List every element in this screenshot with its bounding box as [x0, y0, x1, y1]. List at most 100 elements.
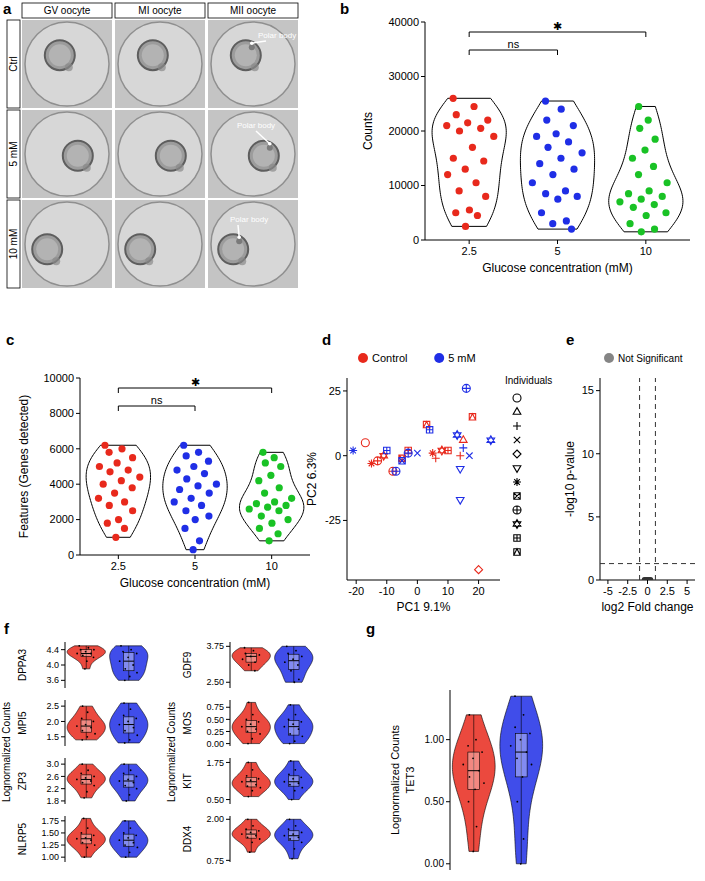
point [136, 474, 143, 481]
plot-area [232, 645, 313, 683]
y-axis-line [65, 816, 66, 862]
point [297, 664, 299, 666]
micrograph [208, 200, 298, 288]
violin-panel: 0.501.75KIT [182, 758, 313, 805]
y-axis-line [230, 642, 231, 688]
median [288, 835, 299, 836]
point [86, 791, 88, 793]
y-tick-label: 1.75 [41, 816, 59, 826]
point [124, 844, 126, 846]
point [289, 818, 291, 820]
column-header-box [22, 3, 112, 18]
point [288, 828, 290, 830]
box [246, 830, 257, 838]
point [516, 757, 518, 759]
point [301, 841, 303, 843]
point [194, 482, 201, 489]
threshold-line [600, 563, 695, 564]
point [255, 784, 257, 786]
oocyte [253, 145, 275, 167]
point [570, 166, 577, 173]
axis-title: Features (Genes detected) [17, 395, 31, 538]
point [483, 782, 485, 784]
point [635, 103, 642, 110]
y-tick [226, 743, 230, 744]
y-tick [61, 736, 65, 737]
point [392, 467, 400, 475]
significance-bracket [469, 32, 646, 37]
median [246, 726, 257, 727]
point [626, 220, 633, 227]
point [294, 848, 296, 850]
legend-marker [514, 437, 520, 443]
whisker [521, 696, 522, 864]
x-tick [469, 240, 470, 244]
point [450, 95, 457, 102]
y-tick [61, 776, 65, 777]
point [105, 449, 112, 456]
arrow [256, 131, 270, 144]
point [456, 452, 464, 460]
y-tick-label: 30000 [388, 70, 419, 82]
violin [232, 648, 270, 671]
point [514, 695, 516, 697]
y-axis-line [347, 378, 348, 580]
point [469, 414, 475, 420]
point [472, 850, 474, 852]
arrow [252, 41, 266, 43]
point [76, 838, 78, 840]
point [276, 484, 283, 491]
point [245, 653, 247, 655]
cumulus [52, 257, 60, 265]
point [650, 163, 657, 170]
plot-area [349, 384, 495, 573]
point [474, 788, 476, 790]
panel-letter: b [340, 0, 349, 17]
point [289, 733, 291, 735]
violin [110, 764, 148, 801]
point [129, 676, 131, 678]
y-tick [596, 390, 600, 391]
well [25, 22, 109, 106]
y-tick-label: 2.5 [46, 701, 59, 711]
point [81, 739, 83, 741]
point [274, 530, 281, 537]
point [462, 384, 470, 392]
violin [67, 706, 105, 740]
point [553, 130, 560, 137]
x-tick [356, 580, 357, 584]
point [478, 770, 480, 772]
violin [67, 764, 105, 798]
point [93, 656, 95, 658]
cumulus [251, 63, 259, 71]
point [636, 125, 643, 132]
significance-label: ns [151, 394, 163, 406]
point [127, 779, 129, 781]
point [124, 668, 126, 670]
point [426, 427, 432, 433]
point [95, 495, 102, 502]
point [533, 133, 540, 140]
y-tick [61, 800, 65, 801]
y-tick [226, 731, 230, 732]
point [514, 726, 516, 728]
cumulus [83, 164, 91, 172]
point [183, 475, 190, 482]
panel-letter: d [322, 331, 331, 348]
median [81, 653, 92, 654]
box [288, 721, 299, 736]
point [136, 672, 138, 674]
point [643, 212, 650, 219]
legend-label: Not Significant [618, 353, 683, 364]
point [523, 714, 525, 716]
box [81, 775, 92, 784]
oocyte [49, 44, 71, 66]
point [76, 725, 78, 727]
point [301, 735, 303, 737]
median [81, 779, 92, 780]
y-tick [76, 448, 80, 449]
point [487, 436, 495, 445]
axis-title: ZP3 [17, 771, 28, 790]
point [121, 525, 128, 532]
point [81, 763, 83, 765]
